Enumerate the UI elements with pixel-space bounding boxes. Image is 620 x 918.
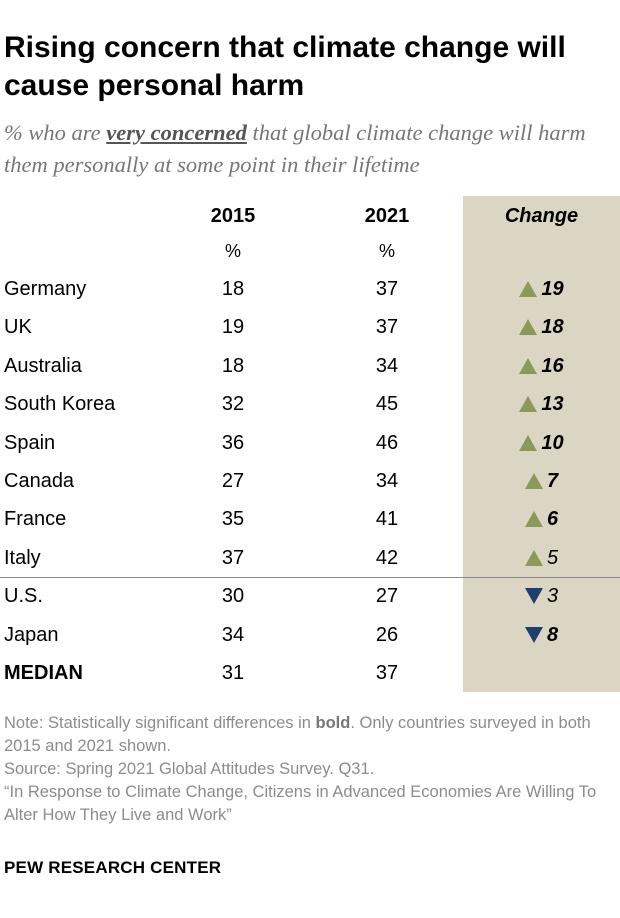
triangle-up-icon xyxy=(519,396,538,413)
table-row: U.S. 30 27 3 xyxy=(0,577,620,615)
country-label: Japan xyxy=(4,623,59,646)
triangle-up-icon xyxy=(519,357,538,374)
subtitle-prefix: % who are xyxy=(4,120,107,145)
triangle-down-icon xyxy=(524,588,543,605)
triangle-up-icon xyxy=(524,549,543,566)
value-2015: 30 xyxy=(221,585,245,608)
value-2021: 34 xyxy=(375,354,399,377)
change-cell: 6 xyxy=(463,506,620,532)
note-prefix: Note: Statistically significant differen… xyxy=(4,714,316,732)
change-value: 7 xyxy=(546,470,559,492)
value-2021: 26 xyxy=(375,623,399,646)
change-value: 18 xyxy=(541,316,564,339)
triangle-up-icon xyxy=(524,473,543,489)
change-value: 3 xyxy=(546,585,559,608)
value-2021: 42 xyxy=(375,546,399,569)
change-value: 13 xyxy=(541,393,564,416)
table-row: Canada 27 34 7 xyxy=(0,462,620,500)
table-divider xyxy=(0,577,620,578)
value-2015: 32 xyxy=(221,393,245,416)
chart-title: Rising concern that climate change will … xyxy=(4,31,566,102)
value-2015: 19 xyxy=(221,316,245,339)
country-label: South Korea xyxy=(4,393,116,416)
change-cell: 5 xyxy=(463,545,620,571)
column-header-change: Change xyxy=(504,205,579,227)
subtitle-emphasis: very concerned xyxy=(106,120,247,145)
column-header-2015: 2015 xyxy=(210,205,256,227)
table-row: France 35 41 6 xyxy=(0,500,620,538)
triangle-up-icon xyxy=(519,319,538,336)
table-row: Spain 36 46 10 xyxy=(0,424,620,462)
change-cell: 18 xyxy=(463,314,620,340)
unit-label-2021: % xyxy=(378,241,395,261)
change-column-background xyxy=(463,196,620,692)
country-label: U.S. xyxy=(4,585,43,608)
median-row: MEDIAN 31 37 xyxy=(0,654,620,692)
unit-label-2015: % xyxy=(224,241,241,261)
country-label: France xyxy=(4,508,67,531)
note-suffix: . Only countries surveyed in both 2015 a… xyxy=(4,714,591,755)
change-cell: 16 xyxy=(463,353,620,379)
chart-note: Note: Statistically significant differen… xyxy=(4,712,616,827)
triangle-up-icon xyxy=(519,281,538,297)
value-2015: 18 xyxy=(221,354,245,377)
change-cell: 8 xyxy=(463,622,620,648)
change-cell: 13 xyxy=(463,391,620,417)
country-label: Germany xyxy=(4,278,87,300)
change-value: 10 xyxy=(541,431,564,454)
table-row: UK 19 37 18 xyxy=(0,308,620,346)
table-row: Australia 18 34 16 xyxy=(0,347,620,385)
value-2021: 34 xyxy=(375,470,399,492)
triangle-up-icon xyxy=(519,434,538,451)
value-2015: 18 xyxy=(221,278,245,300)
table-row: Germany 18 37 19 xyxy=(0,270,620,308)
value-2015: 37 xyxy=(221,546,245,569)
median-2015-value: 31 xyxy=(221,662,245,684)
country-label: Spain xyxy=(4,431,56,454)
change-cell: 19 xyxy=(463,276,620,302)
value-2015: 36 xyxy=(221,431,245,454)
table-row: Italy 37 42 5 xyxy=(0,539,620,577)
country-label: Canada xyxy=(4,470,75,492)
change-value: 8 xyxy=(546,623,559,646)
value-2021: 27 xyxy=(375,585,399,608)
country-label: Australia xyxy=(4,354,82,377)
subtitle-suffix: that global climate change will harm the… xyxy=(4,120,586,177)
triangle-up-icon xyxy=(524,511,543,528)
change-value: 6 xyxy=(546,508,559,531)
note-source: Source: Spring 2021 Global Attitudes Sur… xyxy=(4,760,375,778)
change-cell: 10 xyxy=(463,430,620,456)
change-cell: 7 xyxy=(463,468,620,494)
column-header-2021: 2021 xyxy=(364,205,410,227)
table-row: Japan 34 26 8 xyxy=(0,616,620,654)
median-label: MEDIAN xyxy=(4,662,83,684)
change-value: 19 xyxy=(541,278,564,300)
chart-subtitle: % who are very concerned that global cli… xyxy=(4,117,616,181)
table-row: South Korea 32 45 13 xyxy=(0,385,620,423)
median-2021-value: 37 xyxy=(375,662,399,684)
value-2015: 27 xyxy=(221,470,245,492)
triangle-down-icon xyxy=(524,626,543,643)
change-cell: 3 xyxy=(463,583,620,609)
note-report: “In Response to Climate Change, Citizens… xyxy=(4,783,597,824)
change-value: 5 xyxy=(546,546,559,569)
value-2021: 37 xyxy=(375,316,399,339)
country-label: UK xyxy=(4,316,32,339)
value-2021: 46 xyxy=(375,431,399,454)
value-2015: 35 xyxy=(221,508,245,531)
change-value: 16 xyxy=(541,354,564,377)
brand-logo-text: PEW RESEARCH CENTER xyxy=(4,858,222,877)
value-2021: 41 xyxy=(375,508,399,531)
value-2021: 45 xyxy=(375,393,399,416)
value-2015: 34 xyxy=(221,623,245,646)
value-2021: 37 xyxy=(375,278,399,300)
country-label: Italy xyxy=(4,546,41,569)
note-bold-word: bold xyxy=(315,714,351,732)
